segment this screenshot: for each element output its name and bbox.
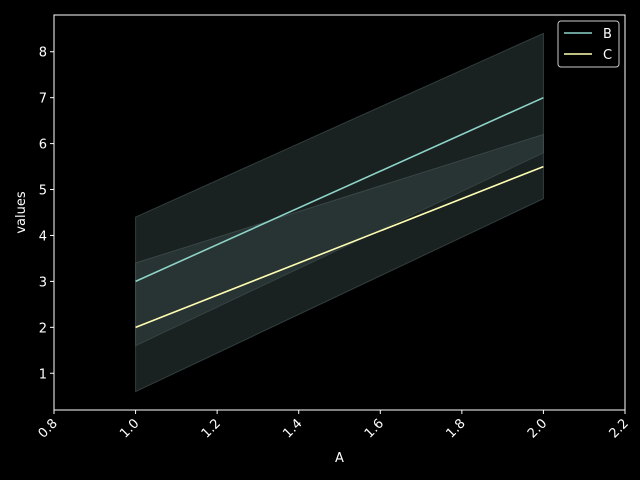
y-tick-label-3: 4 xyxy=(39,229,47,244)
y-axis-label: values xyxy=(14,191,29,234)
x-axis-label: A xyxy=(335,451,344,466)
y-tick-label-5: 6 xyxy=(39,138,47,153)
x-tick-label-2: 1.2 xyxy=(199,416,224,441)
y-tick-label-2: 3 xyxy=(39,275,47,290)
y-tick-label-4: 5 xyxy=(39,184,47,199)
legend-label-C: C xyxy=(603,48,612,63)
y-tick-label-6: 7 xyxy=(39,92,47,107)
x-tick-label-5: 1.8 xyxy=(443,416,468,441)
plot-frame xyxy=(53,14,626,411)
x-tick-label-3: 1.4 xyxy=(280,416,305,441)
line-series-B xyxy=(135,96,544,283)
x-tick-label-7: 2.2 xyxy=(607,416,632,441)
y-tick-label-7: 8 xyxy=(39,46,47,61)
confidence-bands xyxy=(135,32,544,393)
x-tick-label-0: 0.8 xyxy=(36,416,61,441)
x-tick-label-4: 1.6 xyxy=(362,416,387,441)
y-axis-ticks: 1 2 3 4 5 6 7 8 xyxy=(39,46,54,382)
y-tick-label-1: 2 xyxy=(39,321,47,336)
band-series-C xyxy=(135,133,544,393)
x-axis-ticks: 0.8 1.0 1.2 1.4 1.6 1.8 2.0 2.2 xyxy=(36,410,632,441)
line-series-C xyxy=(135,165,544,329)
x-tick-label-6: 2.0 xyxy=(525,416,550,441)
legend-label-B: B xyxy=(603,27,612,42)
legend: BC xyxy=(557,20,620,68)
x-tick-label-1: 1.0 xyxy=(117,416,142,441)
y-tick-label-0: 1 xyxy=(39,367,47,382)
series-lines xyxy=(135,96,544,329)
